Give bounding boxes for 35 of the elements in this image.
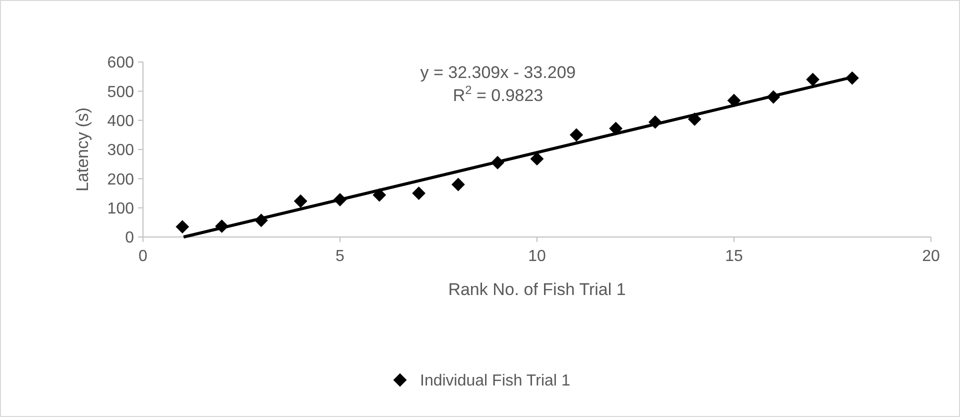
y-tick-label: 400 [107, 112, 134, 130]
annotation: R$^{2}$ = 0.9823 [452, 83, 544, 105]
point [806, 72, 820, 86]
point [294, 194, 308, 208]
point [530, 152, 544, 166]
point [845, 71, 859, 85]
point [648, 115, 662, 129]
point [412, 186, 426, 200]
y-axis-title: Latency (s) [73, 107, 92, 192]
y-tick-label: 100 [107, 200, 134, 218]
point [215, 220, 229, 233]
point [490, 156, 504, 170]
y-tick-label: 0 [125, 230, 134, 247]
point [333, 192, 347, 206]
point [766, 90, 780, 104]
point [176, 220, 190, 234]
y-tick-label: 500 [107, 84, 134, 101]
y-tick-label: 600 [107, 54, 134, 72]
x-tick-label: 0 [138, 248, 148, 265]
point [254, 214, 268, 228]
x-tick-label: 15 [725, 248, 743, 265]
point [609, 122, 623, 136]
y-tick-label: 200 [107, 171, 134, 188]
point [451, 178, 465, 192]
point [570, 128, 584, 142]
x-axis-title: Rank No. of Fish Trial 1 [448, 280, 626, 299]
x-tick-label: 10 [528, 248, 546, 265]
y-tick-label: 300 [107, 142, 134, 160]
annotation: y = 32.309x - 33.209 [420, 63, 576, 82]
x-tick-label: 5 [336, 248, 345, 265]
point [372, 188, 386, 202]
legend-label: Individual Fish Trial 1 [420, 372, 570, 390]
x-tick-label: 20 [922, 248, 940, 265]
point [688, 112, 702, 126]
point [727, 94, 741, 108]
